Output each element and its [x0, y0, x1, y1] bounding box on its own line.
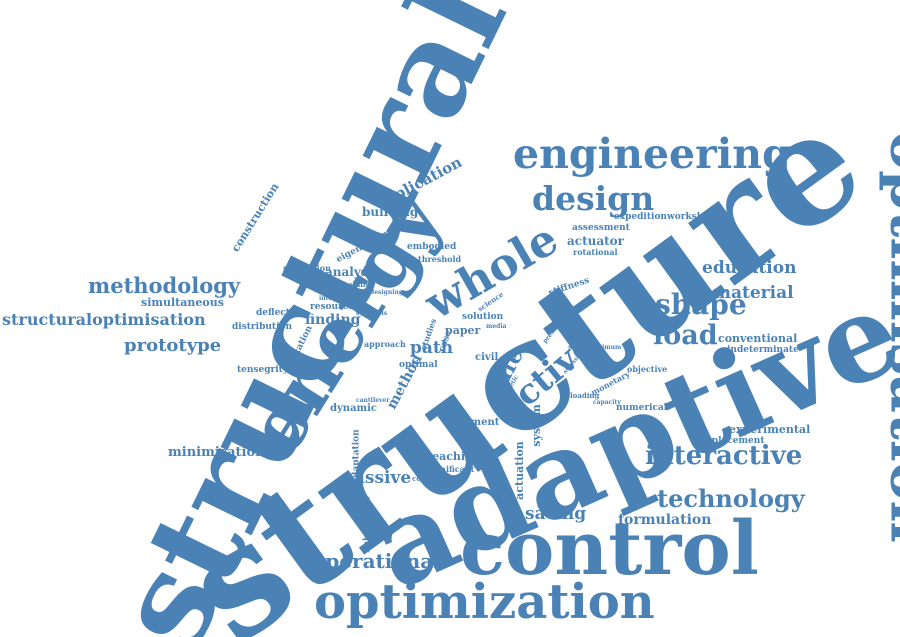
word-shape: shape [655, 288, 747, 321]
word-embodied: embodied [407, 242, 457, 252]
word-minimum: minimum [589, 344, 622, 351]
word-material: material [713, 283, 794, 303]
word-displacement: displacement [697, 436, 765, 446]
word-paper: paper [445, 324, 481, 337]
word-optimization: optimization [314, 574, 655, 630]
word-solution: solution [462, 312, 504, 322]
word-civil: civil [475, 352, 499, 363]
word-approach: approach [364, 339, 406, 349]
word-path: path [410, 338, 454, 358]
word-media: media [486, 323, 507, 330]
word-substantial: substantial [362, 496, 373, 553]
word-teaching: teaching [427, 450, 481, 463]
word-technology: technology [657, 484, 805, 513]
word-conventional: conventional [718, 332, 798, 345]
word-control: control [460, 506, 759, 592]
word-integration: integration [319, 295, 357, 302]
word-probability: probability [330, 280, 373, 289]
word-element: element [454, 417, 500, 428]
word-methodology: methodology [88, 273, 241, 298]
word-rotational: rotational [573, 247, 618, 257]
word-load: load [653, 320, 718, 351]
word-system: system [529, 404, 543, 447]
word-simulation: simulation [283, 263, 331, 273]
word-saving: saving [525, 504, 587, 524]
word-analysis: analysis [325, 265, 379, 279]
word-dynamic: dynamic [330, 403, 378, 414]
word-cantilever: cantilever [356, 397, 390, 404]
word-actuation: actuation [512, 441, 526, 500]
word-prototype: prototype [124, 335, 222, 356]
word-finding: finding [305, 312, 361, 328]
word-adaptation: adaptation [351, 429, 362, 484]
word-minimisation: minimisation [168, 445, 265, 460]
word-actuator: actuator [567, 234, 624, 248]
word-loading: loading [570, 391, 600, 400]
word-experimental: experimental [729, 423, 811, 436]
word-synthesis: synthesis [356, 310, 388, 317]
word-building: building [362, 205, 419, 219]
word-education: education [702, 258, 797, 278]
word-objective: objective [627, 364, 668, 374]
word-assessment: assessment [572, 223, 630, 233]
word-designing: designing [370, 289, 404, 296]
word-structuraloptimisation: structuraloptimisation [2, 310, 206, 329]
word-operational: operational [312, 549, 441, 573]
word-indeterminate: indeterminate [727, 345, 799, 355]
word-design: design [532, 179, 655, 218]
word-engineering: engineering [513, 130, 791, 178]
word-numerical: numerical [616, 403, 668, 413]
word-distribution: distribution [232, 322, 293, 332]
word-deflection: deflection [256, 308, 306, 318]
word-formulation: formulation [618, 512, 712, 528]
word-resource: resource [310, 302, 355, 312]
word-threshold: threshold [418, 254, 462, 264]
word-expeditionworkshed: expeditionworkshed [614, 212, 716, 222]
word-optimisation: optimisation [877, 131, 900, 543]
word-simultaneous: simultaneous [141, 296, 224, 309]
word-tensegrity: tensegrity [237, 365, 289, 375]
word-optimal: optimal [399, 360, 438, 370]
word-capacity: capacity [593, 399, 621, 406]
word-significant: significant [427, 464, 475, 474]
word-passive: passive [342, 468, 412, 488]
word-interactive: interactive [645, 441, 803, 471]
word-configuration: configuration [412, 474, 465, 483]
